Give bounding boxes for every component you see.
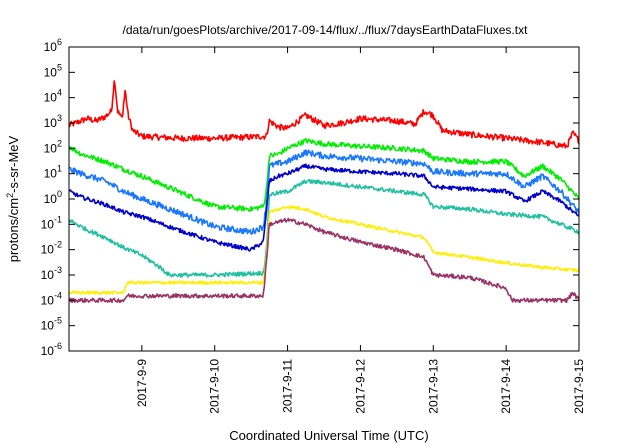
series-line-4 xyxy=(68,163,580,252)
y-tick-exp: -3 xyxy=(54,265,62,275)
y-tick-base: 10 xyxy=(44,40,58,54)
series-line-1 xyxy=(68,80,580,149)
x-tick-label: 2017-9-15 xyxy=(572,359,586,414)
x-tick-label: 2017-9-12 xyxy=(353,359,367,414)
y-tick-exp: -1 xyxy=(54,214,62,224)
series-layer xyxy=(68,80,580,304)
x-tick-label: 2017-9-13 xyxy=(426,359,440,414)
y-tick-base: 10 xyxy=(44,141,58,155)
y-tick-exp: 4 xyxy=(57,88,62,98)
y-tick-label: 10-5 xyxy=(41,316,62,333)
y-tick-exp: 6 xyxy=(57,37,62,47)
y-tick-base: 10 xyxy=(41,319,55,333)
y-axis: 10-610-510-410-310-210-11001011021031041… xyxy=(41,37,579,358)
y-tick-label: 103 xyxy=(44,113,62,130)
y-tick-exp: -6 xyxy=(54,341,62,351)
y-tick-base: 10 xyxy=(44,192,58,206)
y-tick-exp: 5 xyxy=(57,62,62,72)
series-line-7 xyxy=(68,217,580,304)
y-tick-exp: 1 xyxy=(57,164,62,174)
series-line-2 xyxy=(68,137,580,213)
y-tick-base: 10 xyxy=(44,167,58,181)
y-tick-label: 104 xyxy=(44,88,62,105)
y-axis-label: protons/cm2-s-sr-MeV xyxy=(5,135,21,262)
y-tick-label: 10-1 xyxy=(41,214,62,231)
y-tick-label: 102 xyxy=(44,138,62,155)
y-tick-exp: 0 xyxy=(57,189,62,199)
y-tick-label: 10-2 xyxy=(41,240,62,257)
x-axis: 2017-9-9 2017-9-10 2017-9-11 2017-9-12 2017-… xyxy=(135,47,586,414)
y-tick-exp: -4 xyxy=(54,290,62,300)
y-tick-exp: -5 xyxy=(54,316,62,326)
y-tick-base: 10 xyxy=(44,91,58,105)
x-tick-label: 2017-9-14 xyxy=(499,359,513,414)
y-tick-label: 100 xyxy=(44,189,62,206)
y-tick-base: 10 xyxy=(41,268,55,282)
y-tick-base: 10 xyxy=(41,217,55,231)
y-tick-label: 105 xyxy=(44,62,62,79)
series-line-3 xyxy=(68,149,580,235)
y-tick-exp: 2 xyxy=(57,138,62,148)
y-tick-label: 10-3 xyxy=(41,265,62,282)
series-line-6 xyxy=(68,205,580,295)
y-tick-base: 10 xyxy=(41,243,55,257)
y-tick-base: 10 xyxy=(41,344,55,358)
x-tick-label: 2017-9-10 xyxy=(208,359,222,414)
x-tick-label: 2017-9-9 xyxy=(135,359,149,407)
y-tick-base: 10 xyxy=(44,116,58,130)
y-tick-label: 10-4 xyxy=(41,290,62,307)
chart-title: /data/run/goesPlots/archive/2017-09-14/f… xyxy=(123,23,529,37)
x-axis-label: Coordinated Universal Time (UTC) xyxy=(229,428,428,443)
y-tick-base: 10 xyxy=(41,293,55,307)
y-tick-exp: 3 xyxy=(57,113,62,123)
y-tick-label: 101 xyxy=(44,164,62,181)
y-axis-label-sup: 2 xyxy=(5,193,15,198)
y-axis-label-rest: -s-sr-MeV xyxy=(6,135,21,192)
y-tick-base: 10 xyxy=(44,65,58,79)
y-tick-label: 10-6 xyxy=(41,341,62,358)
series-line-5 xyxy=(68,178,580,278)
y-axis-label-base: protons/cm xyxy=(6,198,21,262)
y-tick-exp: -2 xyxy=(54,240,62,250)
x-tick-label: 2017-9-11 xyxy=(281,359,295,413)
y-tick-label: 106 xyxy=(44,37,62,54)
